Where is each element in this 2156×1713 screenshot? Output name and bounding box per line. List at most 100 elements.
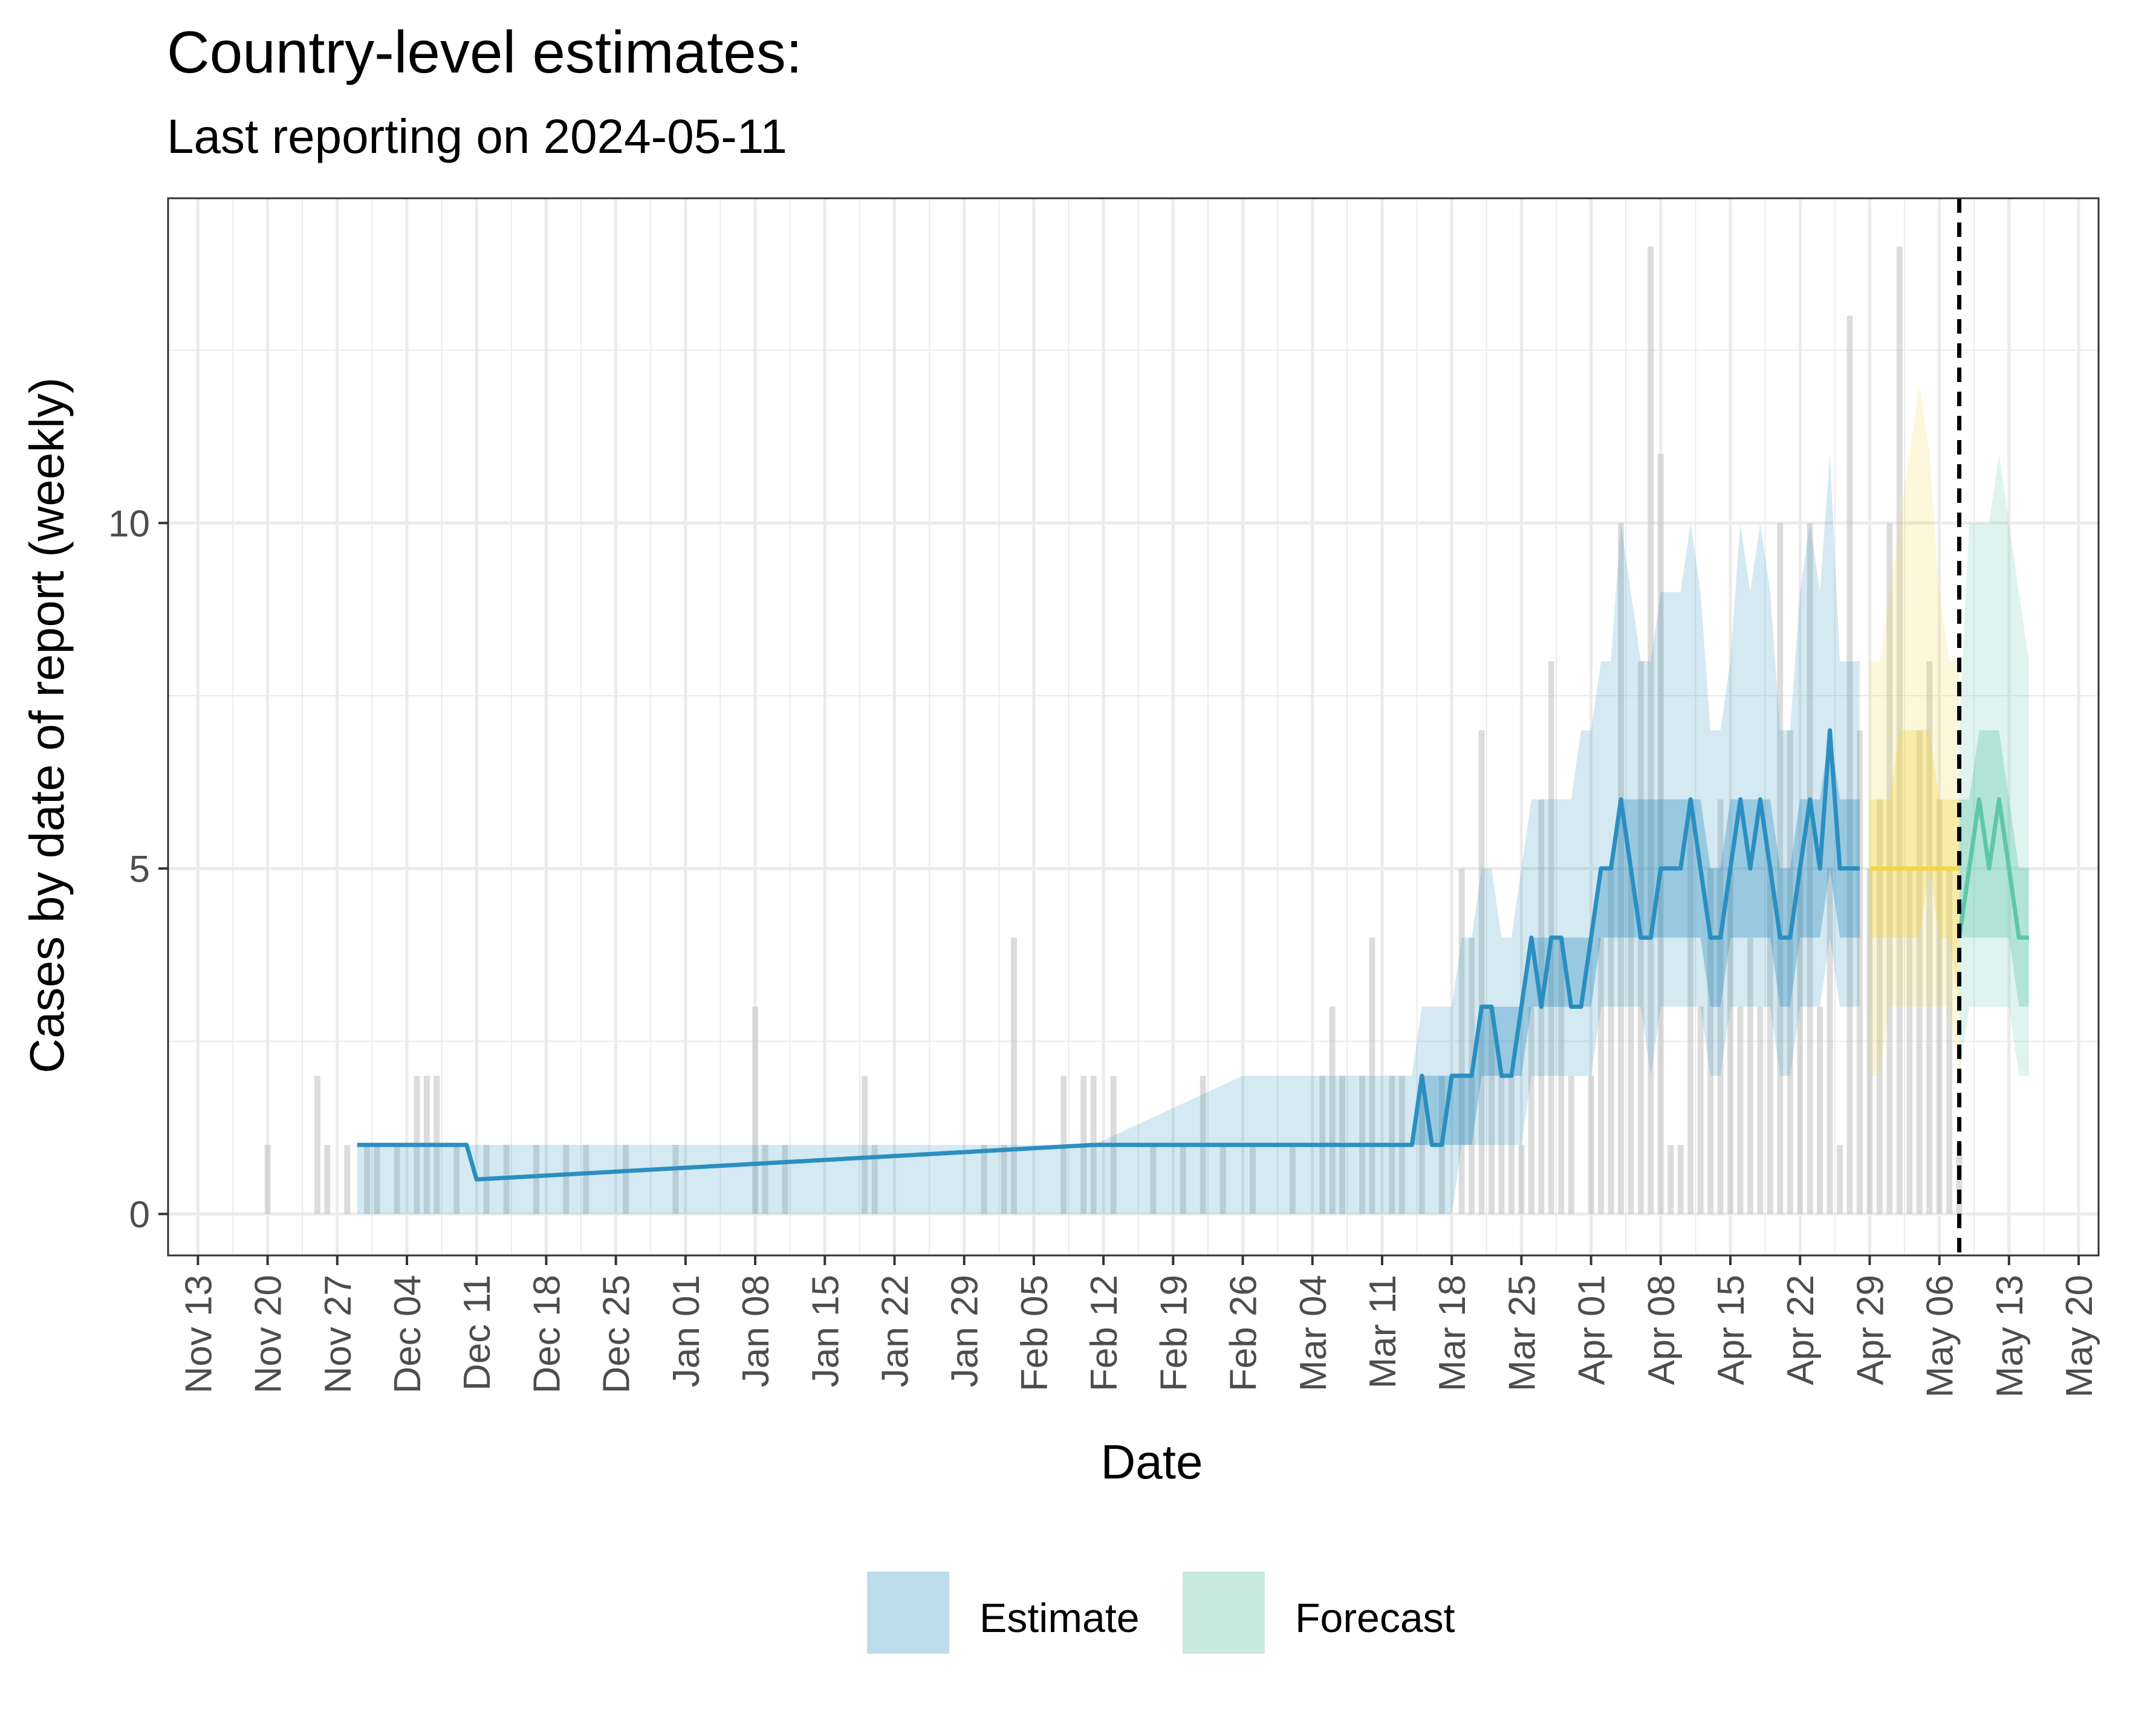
legend: Estimate Forecast xyxy=(0,1572,2156,1662)
reported-bar xyxy=(1707,868,1714,1214)
x-tick-label: Mar 11 xyxy=(1362,1275,1404,1388)
reported-bar xyxy=(1817,1006,1823,1214)
reported-bar xyxy=(1777,523,1784,1214)
reported-bar xyxy=(374,1145,380,1214)
x-tick-label: Nov 20 xyxy=(248,1275,290,1393)
x-tick-label: Apr 22 xyxy=(1780,1275,1822,1385)
chart-subtitle: Last reporting on 2024-05-11 xyxy=(167,109,787,163)
reported-bar xyxy=(1787,730,1793,1214)
reported-bar xyxy=(1687,799,1694,1214)
reported-bar xyxy=(1657,453,1664,1214)
reported-bar xyxy=(782,1145,788,1214)
x-tick-label: Dec 11 xyxy=(456,1275,498,1391)
x-tick-label: Nov 13 xyxy=(178,1275,219,1393)
reported-bar xyxy=(1767,868,1773,1214)
x-tick-label: Jan 08 xyxy=(735,1275,777,1387)
y-axis: 0 5 10 xyxy=(108,503,168,1235)
reported-bar xyxy=(1458,868,1465,1214)
reported-bar xyxy=(1697,1006,1704,1214)
reported-bar xyxy=(1936,799,1943,1214)
reported-bar xyxy=(1618,523,1624,1214)
reported-bar xyxy=(1518,1145,1525,1214)
reported-bar xyxy=(1876,799,1883,1214)
reported-bar xyxy=(364,1145,371,1214)
reported-bar xyxy=(344,1145,351,1214)
reported-bar xyxy=(1011,937,1017,1214)
estimate-ribbon-50 xyxy=(357,730,1860,1145)
forecast-ribbon-90 xyxy=(1959,454,2029,1076)
reported-bar xyxy=(1896,247,1903,1214)
y-axis-title: Cases by date of report (weekly) xyxy=(20,377,74,1073)
x-tick-label: Mar 25 xyxy=(1501,1275,1543,1391)
x-tick-label: Dec 04 xyxy=(387,1275,429,1393)
reported-bar xyxy=(264,1145,271,1214)
reported-bar xyxy=(1528,1006,1534,1214)
x-tick-label: Dec 18 xyxy=(526,1275,568,1393)
forecast-ribbon-50 xyxy=(1959,730,2029,1007)
reported-bar xyxy=(762,1145,768,1214)
reported-bar xyxy=(1219,1145,1226,1214)
reported-bar xyxy=(1757,1006,1764,1214)
legend-key-estimate xyxy=(867,1572,949,1654)
x-tick-label: May 20 xyxy=(2059,1275,2100,1397)
ribbon-layer xyxy=(357,384,2029,1214)
reported-bar xyxy=(1628,868,1634,1214)
x-tick-label: Nov 27 xyxy=(317,1275,359,1393)
x-tick-label: Jan 29 xyxy=(944,1275,986,1387)
reported-bar xyxy=(1180,1145,1186,1214)
x-tick-label: Apr 01 xyxy=(1571,1275,1613,1385)
reported-bar xyxy=(1866,868,1873,1214)
reported-bar xyxy=(1826,868,1833,1214)
reported-bar xyxy=(1588,1075,1594,1214)
reported-bar xyxy=(623,1145,629,1214)
reported-bar xyxy=(871,1145,878,1214)
x-tick-label: Mar 18 xyxy=(1432,1275,1473,1391)
estimate-ribbon-90 xyxy=(357,454,1860,1214)
reported-bar xyxy=(583,1145,589,1214)
x-tick-label: Jan 15 xyxy=(805,1275,846,1387)
partial-estimate-ribbon-90 xyxy=(1869,384,1960,1076)
chart-title: Country-level estimates: xyxy=(167,19,803,85)
x-tick-label: Feb 26 xyxy=(1223,1275,1265,1391)
reported-bar xyxy=(533,1145,539,1214)
y-tick-label: 0 xyxy=(129,1194,150,1235)
plot-panel-background xyxy=(168,198,2099,1255)
y-tick-label: 10 xyxy=(108,503,150,545)
forecast-median-line xyxy=(1957,797,2029,940)
reported-bar xyxy=(1926,661,1933,1214)
reported-bar xyxy=(394,1145,400,1214)
x-axis-title: Date xyxy=(1101,1435,1203,1489)
reported-bar xyxy=(563,1145,570,1214)
reported-bar xyxy=(1558,937,1565,1214)
x-tick-label: Apr 08 xyxy=(1641,1275,1683,1385)
legend-label-estimate: Estimate xyxy=(979,1595,1140,1641)
reported-bar xyxy=(1727,868,1733,1214)
data-layer xyxy=(264,247,2029,1214)
plot-panel-border xyxy=(167,197,2100,1257)
reported-bar xyxy=(1717,799,1724,1214)
reported-bar xyxy=(1478,730,1485,1214)
x-axis: Nov 13 Nov 20 Nov 27 Dec 04 Dec 11 Dec 18 Dec … xyxy=(178,1255,2100,1397)
reported-bar xyxy=(1747,937,1753,1214)
reported-bar xyxy=(1837,1145,1843,1214)
reported-bar xyxy=(1846,316,1853,1214)
reported-bar xyxy=(1677,1145,1684,1214)
reported-bar xyxy=(1001,1145,1007,1214)
reported-bar xyxy=(1250,1145,1256,1214)
reported-bar xyxy=(1150,1145,1157,1214)
reported-bar xyxy=(1857,730,1863,1214)
reported-bar xyxy=(1508,1075,1515,1214)
reported-bar xyxy=(752,1006,759,1214)
reported-bar xyxy=(1329,1006,1336,1214)
reported-bar xyxy=(453,1145,460,1214)
x-tick-label: Feb 05 xyxy=(1014,1275,1056,1391)
reported-bar xyxy=(1946,868,1953,1214)
x-tick-label: Apr 29 xyxy=(1849,1275,1891,1385)
x-tick-label: Jan 22 xyxy=(875,1275,917,1387)
reported-bar xyxy=(672,1145,679,1214)
legend-label-forecast: Forecast xyxy=(1295,1595,1455,1641)
x-tick-label: Feb 19 xyxy=(1153,1275,1195,1391)
reported-bar xyxy=(1568,1075,1574,1214)
reported-bar xyxy=(1608,868,1614,1214)
reported-bar xyxy=(1906,868,1913,1214)
